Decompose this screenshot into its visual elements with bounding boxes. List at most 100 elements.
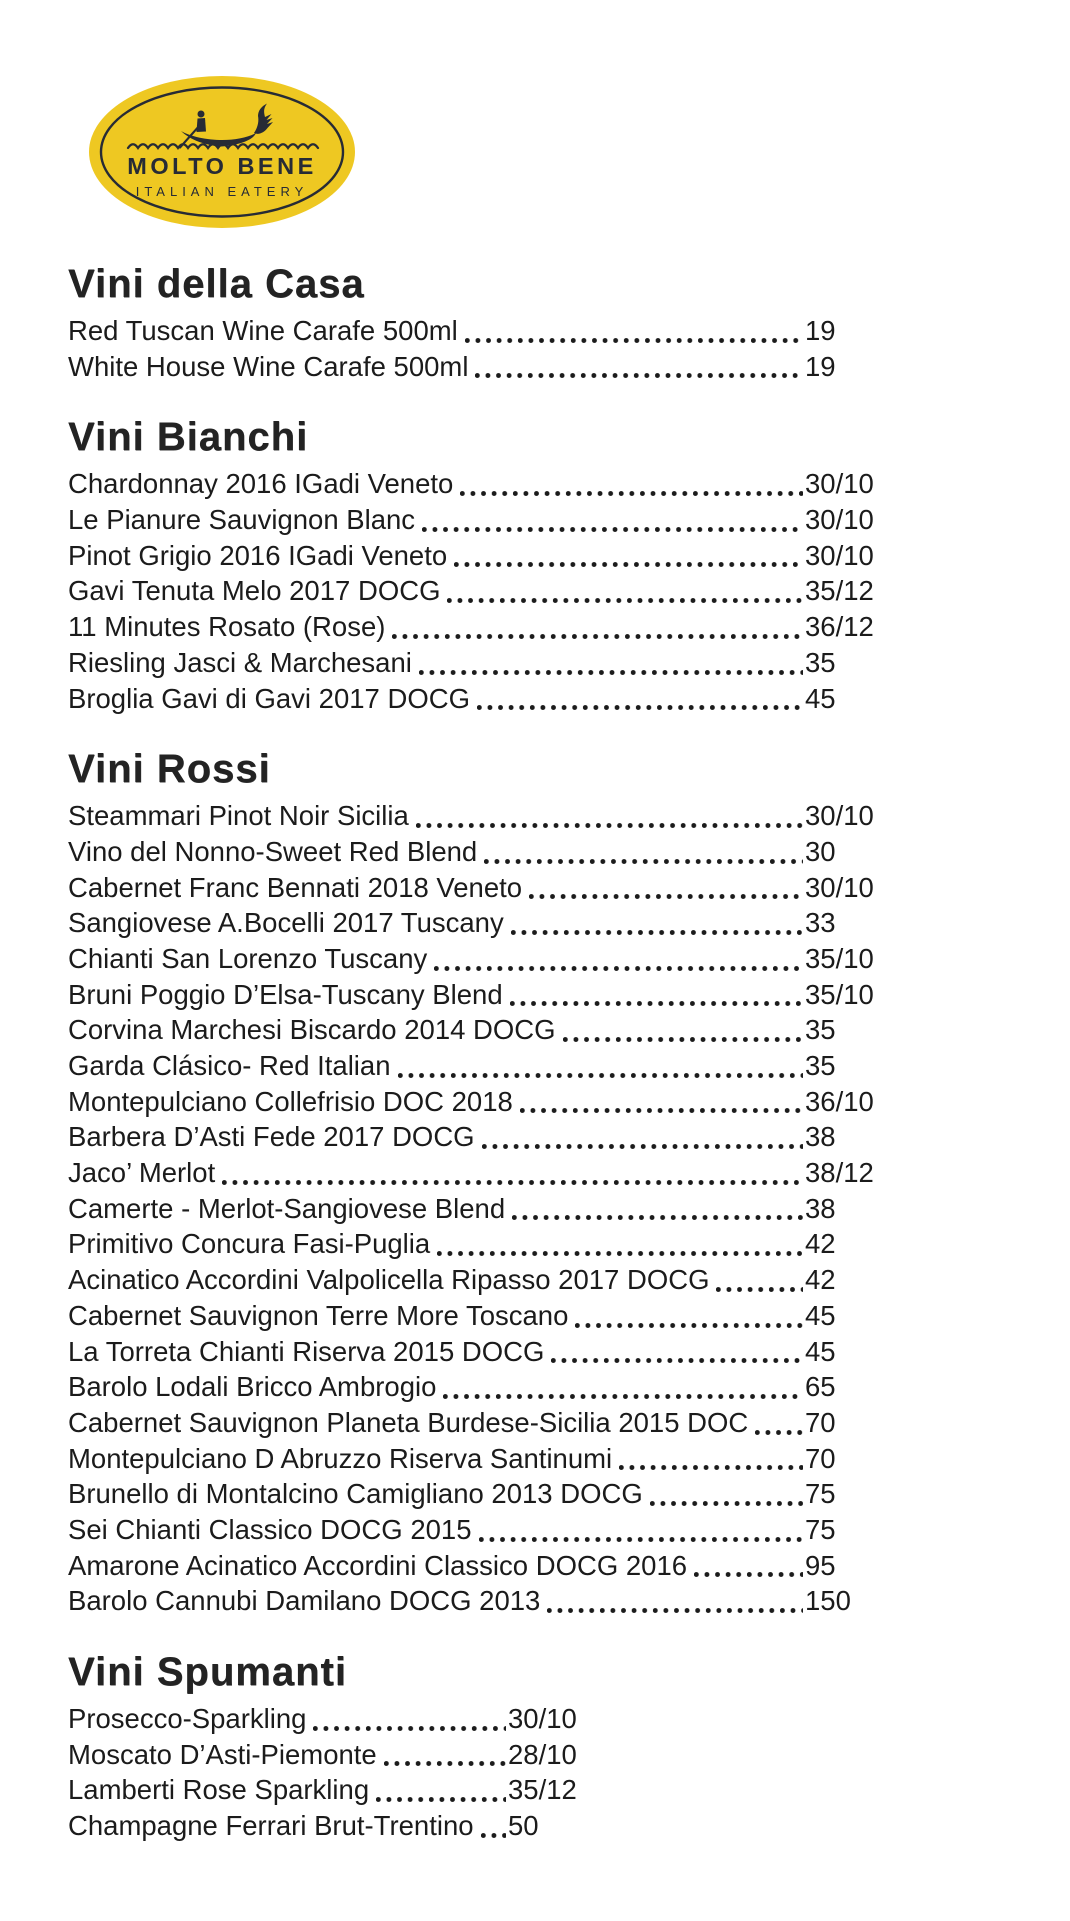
item-price: 75 — [805, 1513, 836, 1545]
dots-leader — [512, 1215, 803, 1221]
dots-leader — [415, 822, 803, 828]
menu-item-row: Sei Chianti Classico DOCG 2015 75 — [68, 1512, 875, 1548]
section-items: Chardonnay 2016 IGadi Veneto 30/10 Le Pian… — [68, 466, 1070, 716]
item-name: Moscato D’Asti-Piemonte — [68, 1738, 377, 1770]
menu-item-row: Garda Clásico- Red Italian 35 — [68, 1048, 875, 1084]
dots-leader — [562, 1037, 803, 1042]
menu-item-row: Corvina Marchesi Biscardo 2014 DOCG 35 — [68, 1012, 875, 1048]
menu-item-row: Prosecco-Sparkling 30/10 — [68, 1701, 578, 1737]
dots-leader — [484, 858, 803, 864]
menu-item-row: Broglia Gavi di Gavi 2017 DOCG 45 — [68, 681, 875, 717]
dots-leader — [519, 1108, 803, 1114]
item-price: 35/10 — [805, 942, 874, 974]
item-price: 30/10 — [805, 504, 874, 536]
logo-subtitle: ITALIAN EATERY — [136, 184, 309, 199]
dots-leader — [460, 491, 803, 497]
menu-item-row: Montepulciano Collefrisio DOC 2018 36/10 — [68, 1084, 875, 1120]
item-price: 30/10 — [805, 871, 874, 903]
menu-item-row: Pinot Grigio 2016 IGadi Veneto 30/10 — [68, 538, 875, 574]
item-name: Bruni Poggio D’Elsa-Tuscany Blend — [68, 978, 503, 1010]
section-title: Vini della Casa — [68, 262, 365, 306]
item-price: 36/12 — [805, 611, 874, 643]
dots-leader — [397, 1072, 803, 1078]
item-price: 75 — [805, 1478, 836, 1510]
menu-section: Vini Bianchi Chardonnay 2016 IGadi Veneto… — [68, 414, 1070, 716]
menu-item-row: Barolo Lodali Bricco Ambrogio 65 — [68, 1369, 875, 1405]
dots-leader — [478, 1536, 803, 1542]
item-name: Sei Chianti Classico DOCG 2015 — [68, 1513, 472, 1545]
item-name: Jaco’ Merlot — [68, 1157, 216, 1189]
menu-item-row: Riesling Jasci & Marchesani 35 — [68, 645, 875, 681]
logo-oval-border — [99, 86, 345, 218]
item-price: 35 — [805, 1050, 836, 1081]
logo-graphic: MOLTO BENE ITALIAN EATERY — [89, 76, 355, 228]
menu-item-row: Champagne Ferrari Brut-Trentino 50 — [68, 1808, 578, 1844]
dots-leader — [313, 1725, 506, 1731]
dots-leader — [551, 1358, 803, 1364]
item-name: Cabernet Sauvignon Planeta Burdese-Sicil… — [68, 1406, 749, 1438]
restaurant-logo: MOLTO BENE ITALIAN EATERY — [86, 64, 358, 240]
item-name: Prosecco-Sparkling — [68, 1703, 307, 1734]
item-price: 38 — [805, 1121, 836, 1153]
menu-item-row: Barolo Cannubi Damilano DOCG 2013 150 — [68, 1583, 875, 1619]
dots-leader — [480, 1832, 506, 1838]
menu-item-row: Camerte - Merlot-Sangiovese Blend 38 — [68, 1191, 875, 1227]
menu-item-row: 11 Minutes Rosato (Rose) 36/12 — [68, 609, 875, 645]
item-price: 70 — [805, 1406, 836, 1438]
menu-item-row: Gavi Tenuta Melo 2017 DOCG 35/12 — [68, 573, 875, 609]
section-items: Prosecco-Sparkling 30/10 Moscato D’Asti-Pi… — [68, 1701, 1070, 1844]
section-items: Steammari Pinot Noir Sicilia 30/10 Vino de… — [68, 798, 1070, 1619]
menu-item-row: Le Pianure Sauvignon Blanc 30/10 — [68, 502, 875, 538]
item-name: Cabernet Sauvignon Terre More Toscano — [68, 1299, 569, 1331]
item-name: White House Wine Carafe 500ml — [68, 350, 469, 382]
menu-item-row: Primitivo Concura Fasi-Puglia 42 — [68, 1226, 875, 1262]
item-name: Primitivo Concura Fasi-Puglia — [68, 1228, 431, 1260]
dots-leader — [422, 526, 803, 532]
logo-oval — [89, 76, 355, 228]
item-price: 42 — [805, 1228, 836, 1260]
dots-leader — [475, 373, 803, 379]
dots-leader — [376, 1797, 506, 1803]
item-name: Barolo Lodali Bricco Ambrogio — [68, 1371, 437, 1403]
section-items: Red Tuscan Wine Carafe 500ml 19 White Hous… — [68, 313, 1070, 384]
dots-leader — [443, 1393, 803, 1399]
menu-item-row: Cabernet Sauvignon Terre More Toscano 45 — [68, 1298, 875, 1334]
menu-item-row: White House Wine Carafe 500ml 19 — [68, 349, 875, 385]
item-price: 150 — [805, 1585, 851, 1617]
dots-leader — [619, 1465, 803, 1471]
item-name: Pinot Grigio 2016 IGadi Veneto — [68, 539, 448, 571]
menu-item-row: La Torreta Chianti Riserva 2015 DOCG 45 — [68, 1334, 875, 1370]
section-title: Vini Spumanti — [68, 1650, 347, 1694]
dots-leader — [481, 1144, 803, 1150]
item-price: 35 — [805, 646, 836, 678]
item-price: 19 — [805, 350, 836, 382]
menu-item-row: Montepulciano D Abruzzo Riserva Santinum… — [68, 1441, 875, 1477]
item-name: Garda Clásico- Red Italian — [68, 1050, 391, 1081]
item-price: 30/10 — [805, 800, 874, 832]
item-price: 33 — [805, 907, 836, 939]
menu-item-row: Barbera D’Asti Fede 2017 DOCG 38 — [68, 1119, 875, 1155]
item-price: 95 — [805, 1549, 836, 1581]
dots-leader — [547, 1608, 803, 1613]
item-price: 19 — [805, 315, 836, 346]
dots-leader — [755, 1429, 803, 1435]
menu-item-row: Brunello di Montalcino Camigliano 2013 D… — [68, 1476, 875, 1512]
item-name: Steammari Pinot Noir Sicilia — [68, 800, 409, 832]
item-name: Acinatico Accordini Valpolicella Ripasso… — [68, 1264, 710, 1296]
dots-leader — [383, 1761, 506, 1767]
logo-title: MOLTO BENE — [127, 153, 317, 179]
item-name: Barolo Cannubi Damilano DOCG 2013 — [68, 1585, 541, 1617]
menu-item-row: Bruni Poggio D’Elsa-Tuscany Blend 35/10 — [68, 977, 875, 1013]
item-price: 50 — [508, 1810, 539, 1842]
item-name: Le Pianure Sauvignon Blanc — [68, 504, 416, 536]
dots-leader — [454, 562, 803, 568]
menu-item-row: Sangiovese A.Bocelli 2017 Tuscany 33 — [68, 905, 875, 941]
item-name: Riesling Jasci & Marchesani — [68, 646, 412, 678]
dots-leader — [476, 705, 803, 711]
item-price: 35/12 — [508, 1774, 577, 1806]
item-name: Champagne Ferrari Brut-Trentino — [68, 1810, 474, 1842]
dots-leader — [222, 1179, 803, 1185]
dots-leader — [694, 1572, 803, 1578]
item-price: 45 — [805, 1335, 836, 1367]
item-price: 42 — [805, 1264, 836, 1296]
